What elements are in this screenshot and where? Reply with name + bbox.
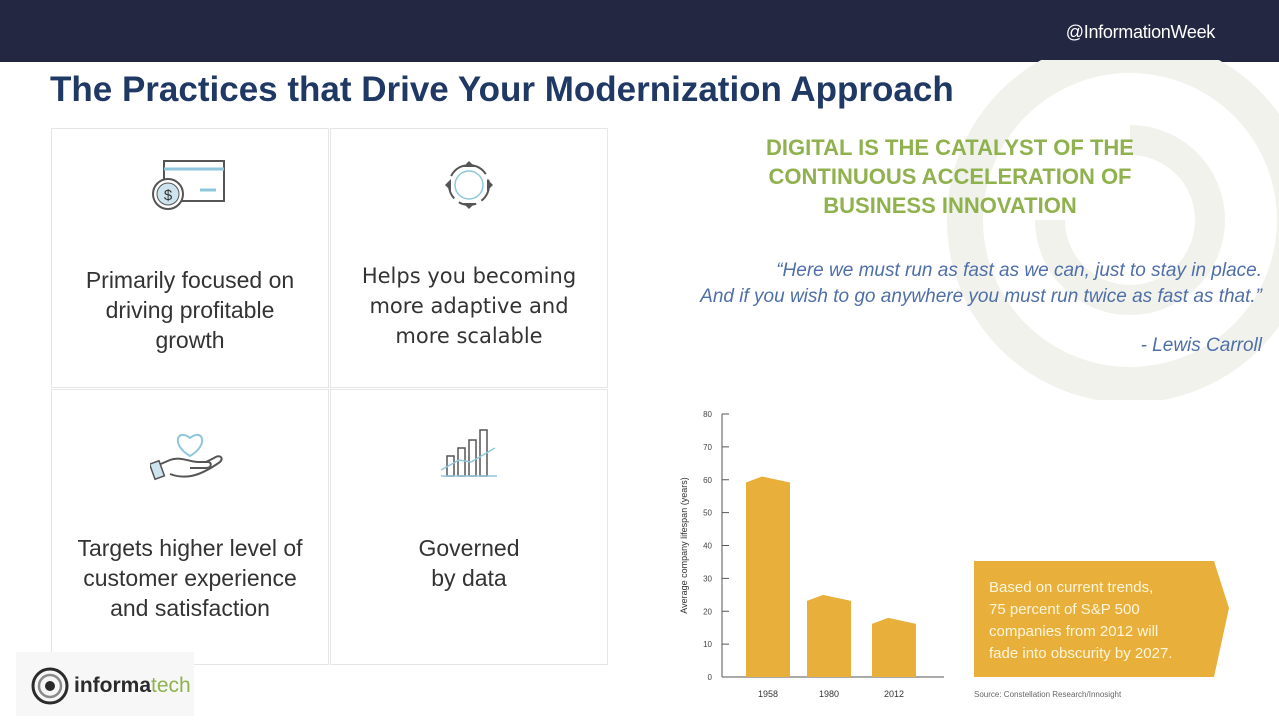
practice-text: Helps you becoming more adaptive and mor… xyxy=(361,264,577,348)
y-tick-label: 80 xyxy=(703,410,712,419)
x-tick-label: 1980 xyxy=(819,689,839,699)
y-tick-label: 0 xyxy=(708,673,713,682)
y-tick-label: 70 xyxy=(703,443,712,452)
logo-wordmark: informatech xyxy=(74,674,191,697)
practice-text: Targets higher level of customer experie… xyxy=(77,535,303,621)
y-tick-label: 30 xyxy=(703,574,712,583)
callout-text-line: Based on current trends, xyxy=(989,579,1153,596)
swirl-background xyxy=(947,60,1279,400)
twitter-handle: @InformationWeek xyxy=(1065,22,1216,42)
practice-cell-adaptive-scalable: Helps you becoming more adaptive and mor… xyxy=(330,128,608,388)
practice-text: Primarily focused on driving profitable … xyxy=(85,267,295,353)
callout-text-line: 75 percent of S&P 500 xyxy=(989,601,1140,618)
bar-growth-icon xyxy=(440,429,497,477)
callout-text-line: companies from 2012 will xyxy=(989,623,1158,640)
heart-hand-icon xyxy=(150,433,223,481)
y-tick-label: 60 xyxy=(703,476,712,485)
practice-text: Governed by data xyxy=(418,535,520,591)
y-tick-label: 50 xyxy=(703,509,712,518)
informatech-logo: informatech xyxy=(16,652,194,716)
quote-author: - Lewis Carroll xyxy=(1140,335,1262,356)
top-bar: @InformationWeek xyxy=(0,0,1279,62)
practice-cell-governed-by-data: Governed by data xyxy=(330,389,608,665)
callout-text-line: fade into obscurity by 2027. xyxy=(989,645,1172,662)
money-card-icon: $ xyxy=(152,160,225,210)
cycle-arrows-icon xyxy=(445,161,493,209)
bar-2012 xyxy=(872,617,916,677)
bar-1958 xyxy=(746,476,790,677)
quote-block: “Here we must run as fast as we can, jus… xyxy=(700,258,1262,310)
bar-1980 xyxy=(807,594,851,677)
y-tick-label: 20 xyxy=(703,607,712,616)
callout-box xyxy=(974,561,1229,677)
svg-text:$: $ xyxy=(164,187,173,204)
practices-grid: $ Primarily focused on driving profitabl… xyxy=(51,128,609,665)
y-tick-label: 10 xyxy=(703,640,712,649)
catalyst-headline: DIGITAL IS THE CATALYST OF THE CONTINUOU… xyxy=(766,135,1134,218)
y-axis-label: Average company lifespan (years) xyxy=(679,477,689,613)
informatech-logo-mark-icon xyxy=(31,667,69,705)
quote-line-1: “Here we must run as fast as we can, jus… xyxy=(776,260,1262,281)
x-tick-label: 1958 xyxy=(758,689,778,699)
practice-cell-customer-experience: Targets higher level of customer experie… xyxy=(51,389,329,665)
chart-source: Source: Constellation Research/Innosight xyxy=(974,690,1122,699)
quote-line-2: And if you wish to go anywhere you must … xyxy=(700,286,1262,307)
practice-cell-profitable-growth: $ Primarily focused on driving profitabl… xyxy=(51,128,329,388)
y-tick-label: 40 xyxy=(703,542,712,551)
lifespan-bar-chart: 0 10 20 30 40 50 60 70 80 Average company lifespa… xyxy=(668,400,1238,708)
x-tick-label: 2012 xyxy=(884,689,904,699)
slide-title: The Practices that Drive Your Modernizat… xyxy=(50,70,954,109)
